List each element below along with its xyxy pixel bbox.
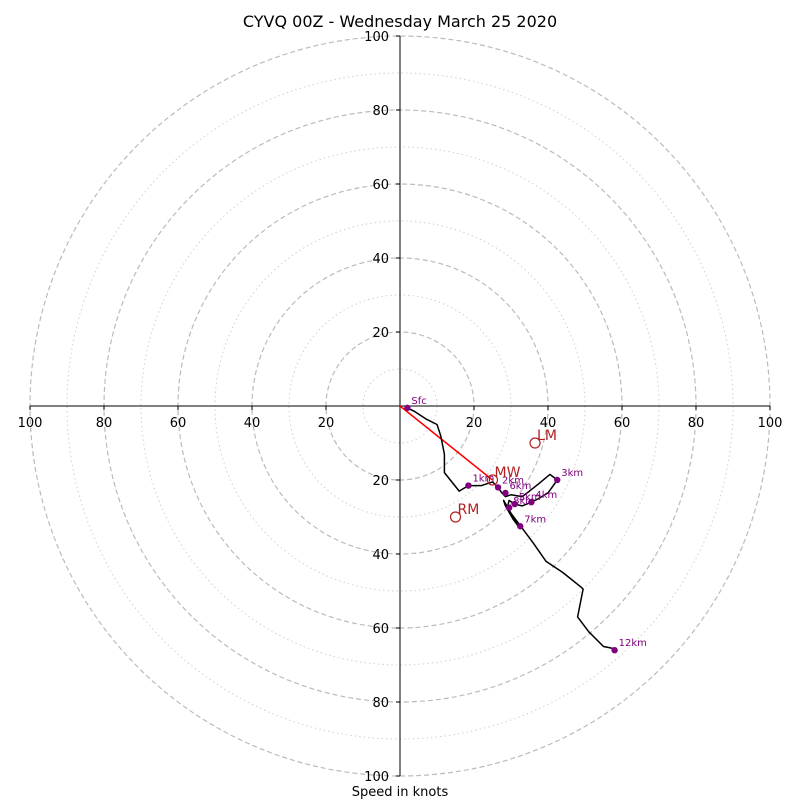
height-label-8km: 8km [513, 496, 535, 507]
storm-motion-marker-lm [529, 437, 541, 449]
height-label-6km: 6km [509, 481, 531, 492]
tick-label-down: 60 [372, 622, 389, 637]
tick-label-right: 100 [758, 416, 783, 431]
height-label-7km: 7km [524, 514, 546, 525]
tick-label-left: 60 [170, 416, 187, 431]
tick-label-right: 40 [540, 416, 557, 431]
height-label-4km: 4km [535, 490, 557, 501]
storm-motion-label-lm: LM [537, 428, 557, 444]
height-point-1km [465, 482, 472, 489]
hodograph-trace [407, 407, 616, 651]
storm-motion-marker-mw [486, 474, 499, 486]
tick-label-up: 40 [372, 252, 389, 267]
height-point-6km [502, 489, 509, 497]
tick-label-right: 20 [466, 416, 483, 431]
height-label-1km: 1km [472, 474, 494, 485]
storm-motion-marker-rm [449, 511, 462, 523]
tick-labels: 20 20 20 20 40 40 40 40 60 60 60 60 80 80 80 80 100 100 10… [18, 30, 783, 785]
tick-label-right: 60 [614, 416, 631, 431]
x-axis-label: Speed in knots [352, 785, 449, 800]
tick-label-down: 20 [372, 474, 389, 489]
height-label-12km: 12km [619, 638, 647, 649]
height-point-8km [505, 504, 513, 511]
height-point-4km [528, 499, 535, 506]
tick-label-up: 20 [372, 326, 389, 341]
height-label-2km: 2km [502, 475, 524, 486]
tick-label-down: 40 [372, 548, 389, 563]
height-point-12km [611, 647, 618, 654]
tick-label-left: 100 [18, 416, 43, 431]
height-point-7km [517, 523, 524, 530]
height-point-2km [494, 484, 502, 491]
tick-label-left: 80 [96, 416, 113, 431]
chart-title: CYVQ 00Z - Wednesday March 25 2020 [243, 12, 557, 31]
hodograph-trace-layer [399, 405, 616, 651]
tick-label-down: 80 [372, 696, 389, 711]
tick-label-left: 40 [244, 416, 261, 431]
tick-label-up: 100 [364, 30, 389, 45]
height-point-5km [511, 500, 518, 508]
height-point-sfc [404, 404, 411, 412]
storm-motion-label-mw: MW [495, 465, 521, 481]
height-point-3km [554, 476, 561, 484]
mean-wind-vector [399, 405, 493, 481]
tick-label-up: 80 [372, 104, 389, 119]
tick-label-right: 80 [688, 416, 705, 431]
tick-label-up: 60 [372, 178, 389, 193]
storm-motion-layer: LM MW RM [449, 428, 557, 523]
height-label-5km: 5km [519, 492, 541, 503]
height-label-sfc: Sfc [411, 396, 426, 407]
tick-label-down: 100 [364, 770, 389, 785]
height-label-3km: 3km [561, 468, 583, 479]
tick-label-left: 20 [318, 416, 335, 431]
storm-motion-label-rm: RM [458, 502, 480, 518]
